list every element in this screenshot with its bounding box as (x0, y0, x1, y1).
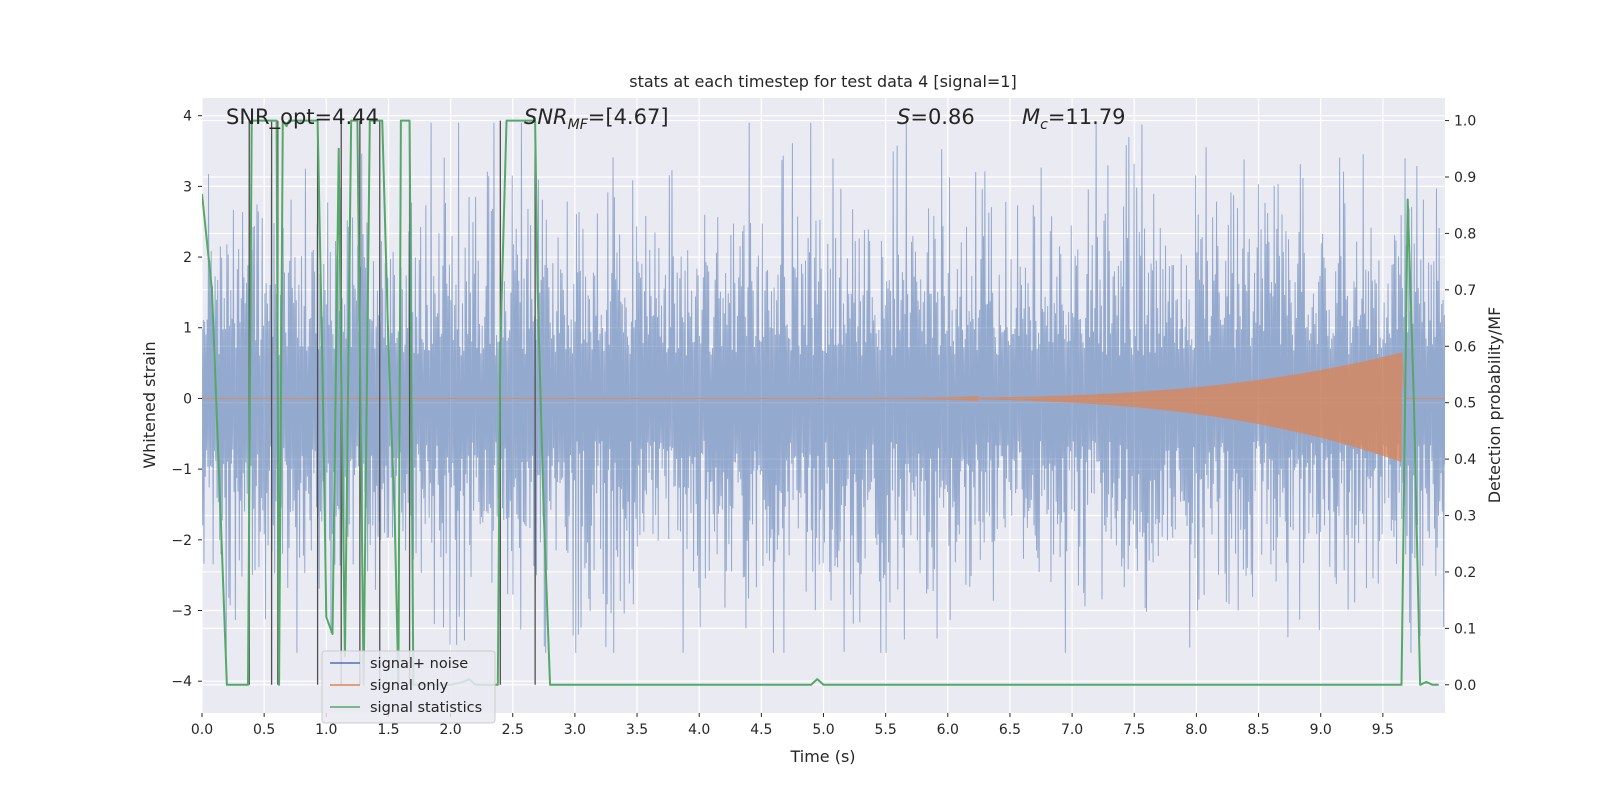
x-tick-label: 6.5 (999, 722, 1021, 738)
mc-subscript: c (1040, 117, 1048, 133)
annotation-s: S=0.86 (897, 105, 975, 129)
y-left-tick-label: −2 (171, 533, 192, 549)
x-tick-label: 6.0 (937, 722, 959, 738)
y-left-tick-label: 1 (183, 321, 192, 337)
y-right-tick-label: 0.9 (1454, 170, 1476, 186)
legend: signal+ noise signal only signal statist… (321, 650, 496, 724)
annotation-mc: Mc=11.79 (1022, 105, 1126, 133)
annotation-snr-mf: SNRMF=[4.67] (524, 105, 669, 133)
x-tick-label: 2.0 (439, 722, 461, 738)
x-tick-label: 8.5 (1247, 722, 1269, 738)
x-tick-label: 5.5 (875, 722, 897, 738)
x-tick-label: 1.0 (315, 722, 337, 738)
x-tick-label: 7.0 (1061, 722, 1083, 738)
y-axis-right-ticks: 1.0 0.9 0.8 0.7 0.6 0.5 0.4 0.3 0.2 0.1 0.0 (1445, 114, 1476, 694)
y-right-tick-label: 0.2 (1454, 565, 1476, 581)
y-left-tick-label: 2 (183, 250, 192, 266)
x-tick-label: 9.5 (1372, 722, 1394, 738)
y-right-tick-label: 0.5 (1454, 396, 1476, 412)
x-tick-label: 4.0 (688, 722, 710, 738)
x-tick-label: 2.5 (502, 722, 524, 738)
statistics-trace (202, 119, 1439, 686)
y-right-tick-label: 0.4 (1454, 452, 1476, 468)
x-axis-label: Time (s) (789, 747, 855, 766)
y-left-tick-label: −3 (171, 604, 192, 620)
x-tick-label: 3.0 (564, 722, 586, 738)
y-left-tick-label: 3 (183, 179, 192, 195)
y-right-tick-label: 0.0 (1454, 678, 1476, 694)
y-left-tick-label: −4 (171, 674, 192, 690)
y-right-tick-label: 1.0 (1454, 114, 1476, 130)
x-tick-label: 9.0 (1310, 722, 1332, 738)
legend-label-noise: signal+ noise (370, 656, 468, 672)
y-right-tick-label: 0.8 (1454, 226, 1476, 242)
snr-mf-symbol: SNR (524, 105, 568, 129)
y-axis-right-label: Detection probability/MF (1485, 307, 1504, 504)
y-right-tick-label: 0.7 (1454, 283, 1476, 299)
mc-value: =11.79 (1048, 105, 1126, 129)
x-tick-label: 8.0 (1185, 722, 1207, 738)
y-axis-left-ticks: 4 3 2 1 0 −1 −2 −3 −4 (171, 109, 202, 690)
x-tick-label: 5.0 (812, 722, 834, 738)
x-tick-label: 7.5 (1123, 722, 1145, 738)
snr-mf-value: =[4.67] (588, 105, 669, 129)
x-tick-label: 4.5 (750, 722, 772, 738)
x-tick-label: 0.0 (191, 722, 213, 738)
x-tick-label: 3.5 (626, 722, 648, 738)
signal-trace (202, 352, 1445, 462)
chart-title: stats at each timestep for test data 4 [… (629, 72, 1016, 91)
y-right-tick-label: 0.1 (1454, 621, 1476, 637)
y-right-tick-label: 0.3 (1454, 509, 1476, 525)
legend-box (321, 650, 496, 724)
y-left-tick-label: 0 (183, 391, 192, 407)
signal-only-series (202, 352, 1445, 462)
x-tick-label: 0.5 (253, 722, 275, 738)
legend-label-statistics: signal statistics (370, 700, 482, 716)
x-axis-ticks: 0.0 0.5 1.0 1.5 2.0 2.5 3.0 3.5 4.0 4.5 5.0 5.5 6.0 6… (191, 713, 1394, 738)
snr-mf-subscript: MF (568, 117, 589, 133)
mc-symbol: M (1022, 105, 1040, 129)
y-right-tick-label: 0.6 (1454, 339, 1476, 355)
s-value: =0.86 (910, 105, 974, 129)
annotation-snr-opt: SNR_opt=4.44 (226, 105, 379, 130)
y-left-tick-label: 4 (183, 109, 192, 125)
y-left-tick-label: −1 (171, 462, 192, 478)
s-symbol: S (897, 105, 910, 129)
y-axis-left-label: Whitened strain (140, 341, 159, 468)
legend-label-signal: signal only (370, 678, 449, 694)
signal-statistics-series (202, 119, 1439, 686)
x-tick-label: 1.5 (377, 722, 399, 738)
